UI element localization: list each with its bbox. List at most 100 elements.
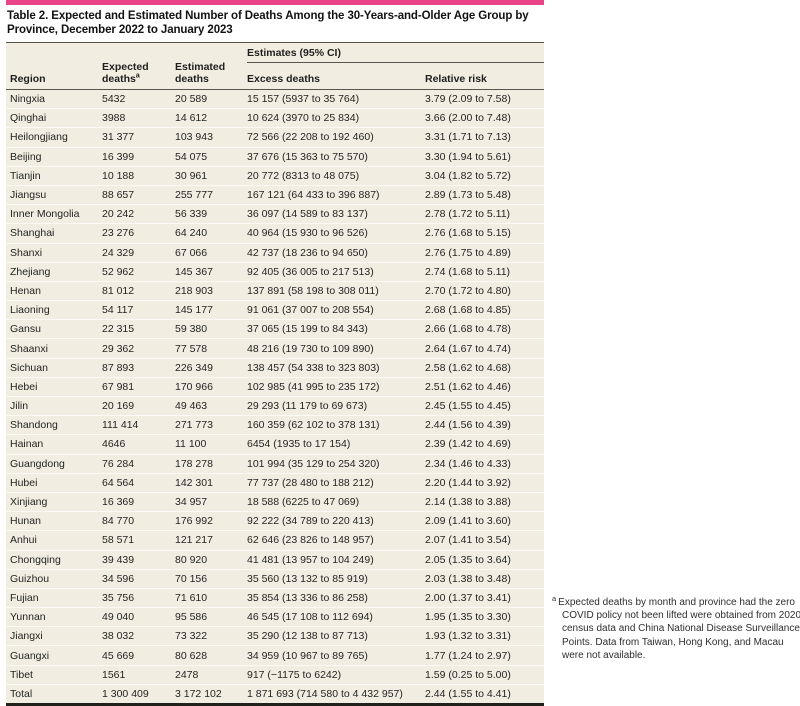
excess-cell: 48 216 (19 730 to 109 890) bbox=[247, 342, 374, 355]
estimated-cell: 73 322 bbox=[175, 630, 208, 643]
relative-cell: 3.31 (1.71 to 7.13) bbox=[425, 131, 511, 144]
expected-cell: 87 893 bbox=[102, 361, 135, 374]
excess-cell: 37 065 (15 199 to 84 343) bbox=[247, 323, 368, 336]
relative-cell: 2.51 (1.62 to 4.46) bbox=[425, 380, 511, 393]
table-row: Anhui 58 571 121 217 62 646 (23 826 to 148 … bbox=[6, 530, 544, 549]
expected-cell: 16 369 bbox=[102, 496, 135, 509]
table-row: Hainan 4646 11 100 6454 (1935 to 17 154) 2.3… bbox=[6, 434, 544, 453]
excess-cell: 46 545 (17 108 to 112 694) bbox=[247, 611, 373, 624]
column-header-expected-deaths: Expected deathsa bbox=[102, 61, 175, 89]
table-title: Table 2. Expected and Estimated Number o… bbox=[6, 5, 544, 43]
region-cell: Shanghai bbox=[10, 227, 55, 240]
relative-cell: 2.05 (1.35 to 3.64) bbox=[425, 553, 511, 566]
region-cell: Qinghai bbox=[10, 112, 47, 125]
region-cell: Guangxi bbox=[10, 649, 50, 662]
estimated-cell: 176 992 bbox=[175, 515, 213, 528]
region-cell: Gansu bbox=[10, 323, 41, 336]
estimated-cell: 178 278 bbox=[175, 457, 213, 470]
estimated-cell: 103 943 bbox=[175, 131, 213, 144]
excess-cell: 92 222 (34 789 to 220 413) bbox=[247, 515, 374, 528]
region-cell: Fujian bbox=[10, 591, 39, 604]
region-cell: Beijing bbox=[10, 150, 42, 163]
estimated-cell: 145 367 bbox=[175, 265, 213, 278]
excess-cell: 18 588 (6225 to 47 069) bbox=[247, 496, 360, 509]
estimated-cell: 121 217 bbox=[175, 534, 213, 547]
table-card: Table 2. Expected and Estimated Number o… bbox=[6, 0, 544, 706]
relative-cell: 1.93 (1.32 to 3.31) bbox=[425, 630, 511, 643]
expected-cell: 88 657 bbox=[102, 189, 135, 202]
relative-cell: 1.77 (1.24 to 2.97) bbox=[425, 649, 511, 662]
expected-cell: 5432 bbox=[102, 93, 126, 106]
footnote-text: Expected deaths by month and province ha… bbox=[558, 597, 800, 661]
excess-cell: 92 405 (36 005 to 217 513) bbox=[247, 265, 374, 278]
expected-cell: 20 169 bbox=[102, 400, 135, 413]
estimated-cell: 77 578 bbox=[175, 342, 208, 355]
table-row-total: Total 1 300 409 3 172 102 1 871 693 (714 58… bbox=[6, 683, 544, 703]
table-row: Shandong 111 414 271 773 160 359 (62 102 to… bbox=[6, 415, 544, 434]
expected-cell: 3988 bbox=[102, 112, 126, 125]
expected-cell: 34 596 bbox=[102, 572, 135, 585]
excess-cell: 167 121 (64 433 to 396 887) bbox=[247, 189, 380, 202]
relative-cell: 2.03 (1.38 to 3.48) bbox=[425, 572, 511, 585]
column-group-estimates: Estimates (95% CI) bbox=[247, 45, 544, 63]
expected-cell: 31 377 bbox=[102, 131, 135, 144]
region-cell: Guizhou bbox=[10, 572, 50, 585]
region-cell: Yunnan bbox=[10, 611, 46, 624]
estimated-cell: 11 100 bbox=[175, 438, 207, 451]
relative-cell: 2.74 (1.68 to 5.11) bbox=[425, 265, 511, 278]
region-cell: Ningxia bbox=[10, 93, 46, 106]
expected-cell: 4646 bbox=[102, 438, 126, 451]
excess-cell: 29 293 (11 179 to 69 673) bbox=[247, 400, 368, 413]
relative-cell: 3.04 (1.82 to 5.72) bbox=[425, 169, 511, 182]
relative-cell: 2.00 (1.37 to 3.41) bbox=[425, 591, 511, 604]
expected-cell: 45 669 bbox=[102, 649, 135, 662]
excess-cell: 138 457 (54 338 to 323 803) bbox=[247, 361, 380, 374]
excess-cell: 102 985 (41 995 to 235 172) bbox=[247, 380, 380, 393]
expected-cell: 10 188 bbox=[102, 169, 135, 182]
excess-cell: 36 097 (14 589 to 83 137) bbox=[247, 208, 368, 221]
relative-cell: 2.44 (1.56 to 4.39) bbox=[425, 419, 511, 432]
region-cell: Total bbox=[10, 687, 33, 700]
region-cell: Heilongjiang bbox=[10, 131, 68, 144]
relative-cell: 2.39 (1.42 to 4.69) bbox=[425, 438, 511, 451]
table-row: Jilin 20 169 49 463 29 293 (11 179 to 69 67… bbox=[6, 396, 544, 415]
region-cell: Jiangxi bbox=[10, 630, 43, 643]
table-row: Jiangsu 88 657 255 777 167 121 (64 433 to 3… bbox=[6, 184, 544, 204]
excess-cell: 6454 (1935 to 17 154) bbox=[247, 438, 351, 451]
relative-cell: 3.66 (2.00 to 7.48) bbox=[425, 112, 511, 125]
region-cell: Tianjin bbox=[10, 169, 41, 182]
relative-cell: 2.66 (1.68 to 4.78) bbox=[425, 323, 511, 336]
estimated-cell: 271 773 bbox=[175, 419, 213, 432]
expected-cell: 24 329 bbox=[102, 246, 135, 259]
relative-cell: 2.89 (1.73 to 5.48) bbox=[425, 189, 511, 202]
column-header-excess-deaths: Excess deaths bbox=[247, 73, 320, 85]
expected-cell: 38 032 bbox=[102, 630, 135, 643]
footnote-marker: a bbox=[552, 593, 557, 603]
estimated-cell: 14 612 bbox=[175, 112, 208, 125]
rows-container: Ningxia 5432 20 589 15 157 (5937 to 35 764)… bbox=[6, 90, 544, 703]
expected-cell: 20 242 bbox=[102, 208, 135, 221]
excess-cell: 41 481 (13 957 to 104 249) bbox=[247, 553, 374, 566]
expected-cell: 23 276 bbox=[102, 227, 135, 240]
estimated-cell: 145 177 bbox=[175, 304, 213, 317]
footnote: a Expected deaths by month and province h… bbox=[552, 593, 800, 662]
expected-cell: 54 117 bbox=[102, 304, 134, 317]
relative-cell: 3.30 (1.94 to 5.61) bbox=[425, 150, 511, 163]
expected-cell: 111 414 bbox=[102, 419, 139, 432]
table-row: Fujian 35 756 71 610 35 854 (13 336 to 86 2… bbox=[6, 587, 544, 607]
estimated-cell: 20 589 bbox=[175, 93, 208, 106]
accent-bar bbox=[6, 0, 544, 5]
relative-cell: 2.09 (1.41 to 3.60) bbox=[425, 515, 511, 528]
expected-cell: 52 962 bbox=[102, 265, 135, 278]
estimated-cell: 142 301 bbox=[175, 476, 213, 489]
region-cell: Hebei bbox=[10, 380, 38, 393]
relative-cell: 1.95 (1.35 to 3.30) bbox=[425, 611, 511, 624]
table-row: Henan 81 012 218 903 137 891 (58 198 to 308… bbox=[6, 280, 544, 300]
excess-cell: 1 871 693 (714 580 to 4 432 957) bbox=[247, 687, 403, 700]
table-row: Qinghai 3988 14 612 10 624 (3970 to 25 834)… bbox=[6, 108, 544, 127]
table-row: Guangxi 45 669 80 628 34 959 (10 967 to 89 … bbox=[6, 645, 544, 664]
estimated-cell: 67 066 bbox=[175, 246, 208, 259]
excess-cell: 34 959 (10 967 to 89 765) bbox=[247, 649, 368, 662]
relative-cell: 2.64 (1.67 to 4.74) bbox=[425, 342, 511, 355]
relative-cell: 2.20 (1.44 to 3.92) bbox=[425, 476, 511, 489]
